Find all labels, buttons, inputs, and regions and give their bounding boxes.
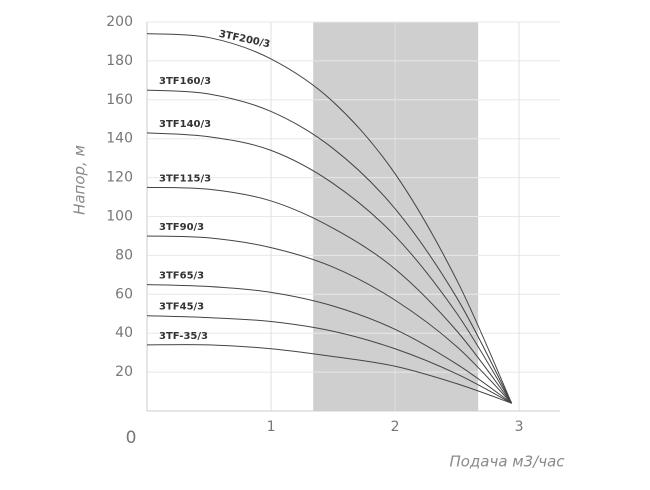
x-tick-label: 3 [515, 419, 524, 435]
pump-curve [146, 33, 513, 404]
pump-curve [146, 132, 513, 404]
y-tick-label: 180 [106, 53, 133, 69]
y-axis-label: Напор, м [71, 145, 89, 215]
y-tick-label: 40 [115, 325, 133, 341]
x-tick-label: 2 [391, 419, 400, 435]
y-tick-label: 100 [106, 209, 133, 225]
y-tick-label: 200 [106, 14, 133, 30]
pump-curve [146, 89, 513, 404]
pump-curve [146, 315, 512, 404]
pump-curve [146, 235, 512, 404]
series-label: 3TF90/3 [159, 222, 204, 233]
y-tick-label: 80 [115, 247, 133, 263]
y-tick-label: 60 [115, 286, 133, 302]
series-label: 3TF-35/3 [159, 331, 208, 342]
y-tick-label: 160 [106, 92, 133, 108]
y-tick-label: 20 [115, 364, 133, 380]
series-label: 3TF140/3 [159, 119, 211, 130]
y-tick-label: 140 [106, 131, 133, 147]
series-label: 3TF160/3 [159, 76, 211, 87]
x-axis-label: Подача м3/час [449, 453, 565, 471]
y-tick-label: 120 [106, 170, 133, 186]
x-tick-label: 0 [126, 428, 137, 448]
series-label: 3TF65/3 [159, 271, 204, 282]
series-label: 3TF45/3 [159, 302, 204, 313]
series-label: 3TF115/3 [159, 173, 211, 184]
pump-curve [146, 186, 513, 404]
pump-curve [146, 344, 512, 404]
pump-curve [146, 284, 512, 404]
x-tick-label: 1 [267, 419, 276, 435]
